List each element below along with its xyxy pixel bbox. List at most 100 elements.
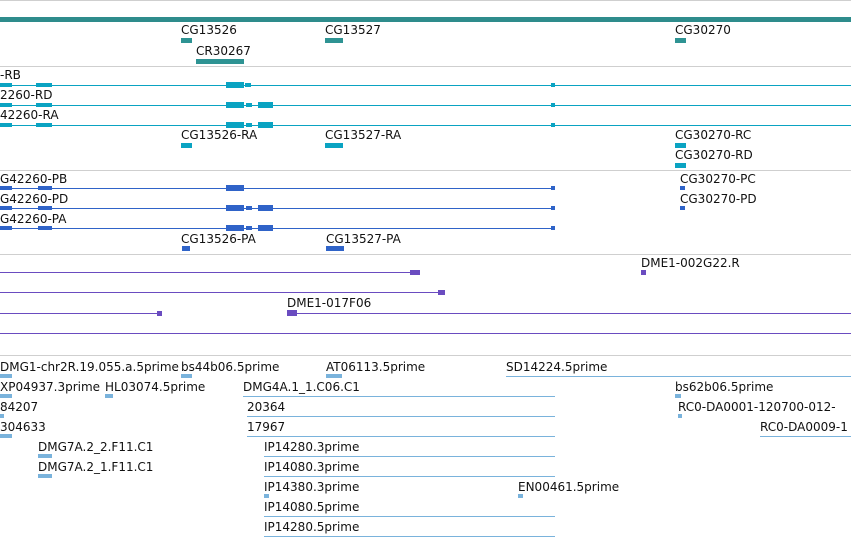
est-label[interactable]: AT06113.5prime: [326, 360, 426, 374]
est-label[interactable]: RC0-DA0001-120700-012-: [678, 400, 836, 414]
est-label[interactable]: SD14224.5prime: [506, 360, 608, 374]
gene-feature-cg13526[interactable]: [181, 38, 192, 43]
est-label[interactable]: 20364: [247, 400, 286, 414]
transcript-label-rb[interactable]: -RB: [0, 68, 21, 82]
est-label[interactable]: DMG4A.1_1.C06.C1: [243, 380, 360, 394]
bac-end-line-dme1-017f06[interactable]: [287, 313, 851, 314]
gene-track-band: [0, 17, 851, 22]
est-feature[interactable]: [326, 374, 342, 378]
est-label[interactable]: bs62b06.5prime: [675, 380, 774, 394]
est-feature[interactable]: [105, 394, 113, 398]
transcript-label-cg13527-ra[interactable]: CG13527-RA: [325, 128, 402, 142]
protein-label-cg30270-pc[interactable]: CG30270-PC: [680, 172, 756, 186]
est-label[interactable]: 17967: [247, 420, 286, 434]
transcript-exon: [551, 123, 555, 127]
est-feature-line[interactable]: [264, 456, 555, 457]
est-label[interactable]: EN00461.5prime: [518, 480, 620, 494]
bac-end-feature-dme1-002g22-r[interactable]: [641, 270, 646, 275]
track-separator: [0, 170, 851, 171]
bac-end-line[interactable]: [0, 272, 420, 273]
gene-feature-cg13527[interactable]: [325, 38, 343, 43]
est-feature[interactable]: [264, 494, 269, 498]
est-label[interactable]: DMG1-chr2R.19.055.a.5prime: [0, 360, 179, 374]
est-feature-line[interactable]: [264, 476, 555, 477]
est-feature-line[interactable]: [247, 416, 555, 417]
est-label[interactable]: IP14080.5prime: [264, 500, 360, 514]
est-feature-line[interactable]: [243, 396, 555, 397]
gene-feature-cg30270[interactable]: [675, 38, 686, 43]
bac-end-label-dme1-002g22-r[interactable]: DME1-002G22.R: [641, 256, 740, 270]
transcript-label-cg30270-rc[interactable]: CG30270-RC: [675, 128, 752, 142]
est-feature[interactable]: [0, 414, 4, 418]
est-label[interactable]: RC0-DA0009-1: [760, 420, 848, 434]
transcript-label-rd[interactable]: 2260-RD: [0, 88, 53, 102]
protein-feature-cg30270-pc[interactable]: [680, 186, 685, 190]
est-label[interactable]: bs44b06.5prime: [181, 360, 280, 374]
protein-feature-cg30270-pd[interactable]: [680, 206, 685, 210]
transcript-label-ra[interactable]: 42260-RA: [0, 108, 59, 122]
protein-exon: [258, 205, 273, 211]
est-label[interactable]: IP14280.3prime: [264, 440, 360, 454]
est-feature[interactable]: [0, 394, 12, 398]
protein-feature-cg13526-pa[interactable]: [182, 246, 190, 251]
bac-end-line[interactable]: [0, 313, 162, 314]
protein-label-pd[interactable]: G42260-PD: [0, 192, 69, 206]
protein-label-cg13527-pa[interactable]: CG13527-PA: [326, 232, 401, 246]
est-label[interactable]: DMG7A.2_1.F11.C1: [38, 460, 154, 474]
est-feature[interactable]: [0, 374, 12, 378]
transcript-feature-cg13527-ra[interactable]: [325, 143, 343, 148]
bac-end-label-dme1-017f06[interactable]: DME1-017F06: [287, 296, 372, 310]
transcript-feature-cg30270-rc[interactable]: [675, 143, 686, 148]
gene-label-cg30270[interactable]: CG30270: [675, 23, 731, 37]
protein-label-cg30270-pd[interactable]: CG30270-PD: [680, 192, 757, 206]
transcript-exon: [0, 103, 12, 107]
transcript-line-rb[interactable]: [0, 85, 851, 86]
transcript-line-rd[interactable]: [0, 105, 851, 106]
est-label[interactable]: 84207: [0, 400, 39, 414]
transcript-line-ra[interactable]: [0, 125, 851, 126]
transcript-feature-cg30270-rd[interactable]: [675, 163, 686, 168]
est-feature[interactable]: [518, 494, 523, 498]
transcript-exon: [246, 123, 252, 127]
transcript-label-cg30270-rd[interactable]: CG30270-RD: [675, 148, 753, 162]
est-feature-line[interactable]: [264, 516, 555, 517]
transcript-exon: [36, 103, 52, 107]
est-label[interactable]: IP14280.5prime: [264, 520, 360, 534]
bac-end-line[interactable]: [0, 292, 445, 293]
gene-label-cg13526[interactable]: CG13526: [181, 23, 237, 37]
est-feature[interactable]: [181, 374, 192, 378]
est-feature-line[interactable]: [264, 536, 555, 537]
protein-exon: [38, 186, 52, 190]
est-feature-line[interactable]: [506, 376, 851, 377]
est-label[interactable]: XP04937.3prime: [0, 380, 101, 394]
est-label[interactable]: 304633: [0, 420, 46, 434]
est-feature-line[interactable]: [760, 436, 851, 437]
est-label[interactable]: IP14380.3prime: [264, 480, 360, 494]
transcript-feature-cg13526-ra[interactable]: [181, 143, 192, 148]
transcript-exon: [36, 83, 52, 87]
protein-label-pb[interactable]: G42260-PB: [0, 172, 68, 186]
protein-line-pb[interactable]: [0, 188, 555, 189]
est-label[interactable]: HL03074.5prime: [105, 380, 206, 394]
est-feature[interactable]: [0, 434, 12, 438]
gene-label-cg13527[interactable]: CG13527: [325, 23, 381, 37]
est-feature[interactable]: [675, 394, 681, 398]
protein-label-pa[interactable]: G42260-PA: [0, 212, 67, 226]
est-label[interactable]: IP14080.3prime: [264, 460, 360, 474]
est-feature[interactable]: [678, 414, 682, 418]
protein-line-pd[interactable]: [0, 208, 555, 209]
protein-exon: [0, 206, 12, 210]
est-feature[interactable]: [38, 454, 52, 458]
est-label[interactable]: DMG7A.2_2.F11.C1: [38, 440, 154, 454]
gene-label-cr30267[interactable]: CR30267: [196, 44, 251, 58]
est-feature[interactable]: [38, 474, 52, 478]
protein-feature-cg13527-pa[interactable]: [326, 246, 344, 251]
transcript-label-cg13526-ra[interactable]: CG13526-RA: [181, 128, 258, 142]
gene-feature-cr30267[interactable]: [196, 59, 244, 64]
transcript-exon: [0, 123, 12, 127]
protein-line-pa[interactable]: [0, 228, 555, 229]
protein-exon: [551, 206, 555, 210]
est-feature-line[interactable]: [247, 436, 555, 437]
bac-end-line[interactable]: [0, 333, 851, 334]
protein-label-cg13526-pa[interactable]: CG13526-PA: [181, 232, 256, 246]
